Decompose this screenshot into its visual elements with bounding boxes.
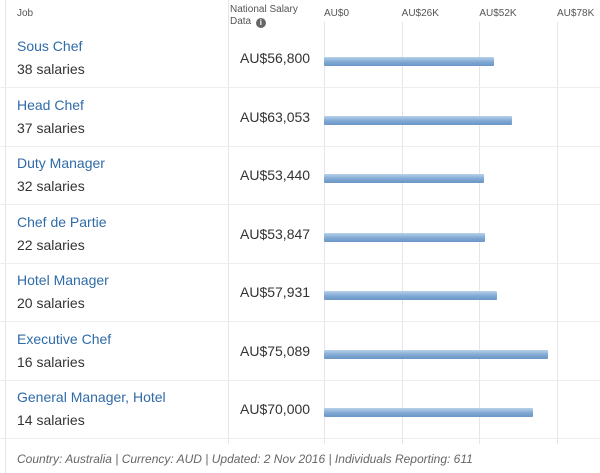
salary-value-label: AU$75,089 (240, 342, 311, 359)
salary-value-label: AU$53,440 (240, 167, 311, 183)
job-title-link[interactable]: Duty Manager (17, 155, 105, 171)
table-row: General Manager, Hotel 14 salaries AU$70,0… (0, 381, 600, 439)
job-title-link[interactable]: Executive Chef (17, 330, 112, 347)
salary-value-label: AU$53,847 (240, 225, 311, 242)
salary-bar (324, 349, 549, 359)
tick-label: AU$52K (479, 8, 517, 19)
gridline (557, 22, 558, 444)
salary-count: 16 salaries (17, 353, 85, 370)
salary-value-label: AU$56,800 (240, 50, 311, 66)
tick-label: AU$26K (401, 8, 439, 19)
job-title-link[interactable]: Chef de Partie (17, 213, 107, 230)
salary-bar (324, 57, 494, 66)
salary-value-label: AU$57,931 (240, 284, 311, 300)
salary-count: 32 salaries (17, 178, 85, 194)
salary-value-label: AU$70,000 (240, 401, 311, 417)
table-row: Duty Manager 32 salaries AU$53,440 (0, 147, 600, 205)
salary-bar (324, 174, 484, 183)
report-footer: Country: Australia | Currency: AUD | Upd… (17, 452, 473, 466)
salary-count: 37 salaries (17, 119, 85, 136)
job-title-link[interactable]: Head Chef (17, 96, 84, 113)
national-label-line2: Data (230, 16, 252, 27)
job-title-link[interactable]: Sous Chef (17, 38, 83, 54)
national-salary-column-header: National Salary Data i (230, 4, 298, 28)
tick-label: AU$78K (557, 8, 595, 19)
salary-bar (324, 232, 485, 242)
salary-bar (324, 408, 534, 417)
salary-bar (324, 291, 498, 300)
salary-count: 20 salaries (17, 295, 85, 311)
tick-label: AU$0 (324, 8, 350, 19)
job-column-header: Job (17, 8, 34, 19)
salary-table-frame (5, 0, 595, 473)
table-row: Hotel Manager 20 salaries AU$57,931 (0, 264, 600, 322)
column-divider (228, 0, 229, 444)
job-title-link[interactable]: Hotel Manager (17, 272, 109, 288)
table-row: Head Chef 37 salaries AU$63,053 (0, 89, 600, 147)
job-title-link[interactable]: General Manager, Hotel (17, 389, 166, 405)
table-row: Executive Chef 16 salaries AU$75,089 (0, 323, 600, 381)
salary-bar (324, 115, 513, 125)
salary-count: 14 salaries (17, 412, 85, 428)
salary-count: 22 salaries (17, 236, 85, 253)
salary-count: 38 salaries (17, 61, 85, 77)
national-label-line1: National Salary (230, 4, 298, 15)
info-icon[interactable]: i (255, 18, 266, 28)
table-row: Sous Chef 38 salaries AU$56,800 (0, 30, 600, 88)
salary-value-label: AU$63,053 (240, 108, 311, 125)
table-row: Chef de Partie 22 salaries AU$53,847 (0, 206, 600, 264)
